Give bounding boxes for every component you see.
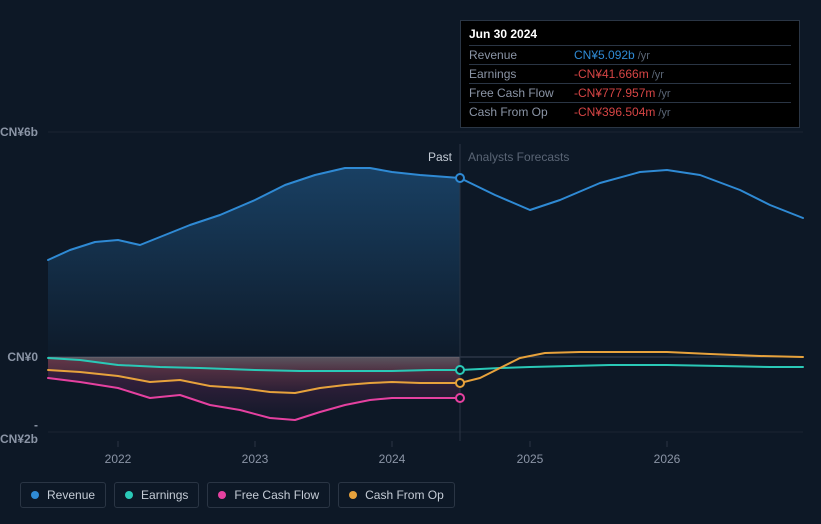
x-tick-label: 2024 bbox=[379, 452, 406, 466]
x-tick-label: 2026 bbox=[654, 452, 681, 466]
y-tick-label: CN¥0 bbox=[7, 350, 38, 364]
legend-item-cash-from-op[interactable]: Cash From Op bbox=[338, 482, 455, 508]
legend-item-revenue[interactable]: Revenue bbox=[20, 482, 106, 508]
chart-legend: Revenue Earnings Free Cash Flow Cash From O… bbox=[20, 482, 455, 508]
legend-item-label: Free Cash Flow bbox=[234, 488, 319, 502]
chart-tooltip: Jun 30 2024 RevenueCN¥5.092b/yrEarnings-… bbox=[460, 20, 800, 128]
tooltip-row-label: Free Cash Flow bbox=[469, 86, 574, 100]
tooltip-title: Jun 30 2024 bbox=[469, 27, 791, 45]
tooltip-row: Earnings-CN¥41.666m/yr bbox=[469, 64, 791, 83]
tooltip-row-value: -CN¥777.957m bbox=[574, 86, 655, 100]
tooltip-row-unit: /yr bbox=[652, 69, 664, 81]
x-tick-label: 2023 bbox=[242, 452, 269, 466]
tooltip-row-unit: /yr bbox=[638, 50, 650, 62]
tooltip-row-unit: /yr bbox=[658, 88, 670, 100]
x-tick-label: 2022 bbox=[105, 452, 132, 466]
legend-item-label: Revenue bbox=[47, 488, 95, 502]
y-tick-label: -CN¥2b bbox=[0, 418, 38, 446]
x-tick-label: 2025 bbox=[517, 452, 544, 466]
tooltip-row-value: CN¥5.092b bbox=[574, 48, 635, 62]
tooltip-row-unit: /yr bbox=[658, 107, 670, 119]
tooltip-row: RevenueCN¥5.092b/yr bbox=[469, 45, 791, 64]
legend-dot-icon bbox=[125, 491, 133, 499]
tooltip-row-label: Earnings bbox=[469, 67, 574, 81]
forecast-label: Analysts Forecasts bbox=[468, 150, 569, 164]
legend-dot-icon bbox=[31, 491, 39, 499]
tooltip-row: Free Cash Flow-CN¥777.957m/yr bbox=[469, 83, 791, 102]
tooltip-row-value: -CN¥396.504m bbox=[574, 105, 655, 119]
tooltip-row-label: Revenue bbox=[469, 48, 574, 62]
tooltip-row-label: Cash From Op bbox=[469, 105, 574, 119]
financials-forecast-chart: CN¥6b CN¥0 -CN¥2b 2022 2023 2024 2025 20… bbox=[0, 0, 821, 524]
legend-item-earnings[interactable]: Earnings bbox=[114, 482, 199, 508]
legend-item-label: Earnings bbox=[141, 488, 188, 502]
legend-dot-icon bbox=[218, 491, 226, 499]
y-tick-label: CN¥6b bbox=[0, 125, 38, 139]
legend-item-free-cash-flow[interactable]: Free Cash Flow bbox=[207, 482, 330, 508]
legend-item-label: Cash From Op bbox=[365, 488, 444, 502]
tooltip-row-value: -CN¥41.666m bbox=[574, 67, 649, 81]
past-label: Past bbox=[428, 150, 452, 164]
tooltip-row: Cash From Op-CN¥396.504m/yr bbox=[469, 102, 791, 121]
legend-dot-icon bbox=[349, 491, 357, 499]
